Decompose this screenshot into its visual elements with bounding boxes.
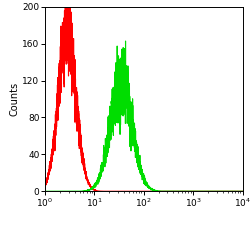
Y-axis label: Counts: Counts [10, 82, 20, 116]
